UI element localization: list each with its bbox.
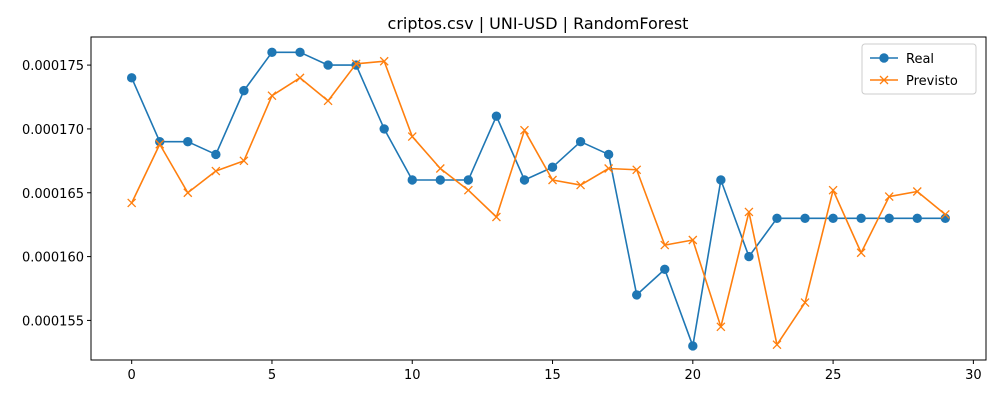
x-tick-label: 20 <box>685 368 702 383</box>
data-point-previsto <box>463 185 473 195</box>
data-point-previsto <box>183 188 193 198</box>
data-point-previsto <box>323 96 333 106</box>
data-point-previsto <box>211 166 221 176</box>
data-point-real <box>323 60 333 70</box>
data-point-real <box>435 175 446 185</box>
data-point-real <box>856 213 866 223</box>
data-point-previsto <box>435 164 445 173</box>
data-point-previsto <box>548 175 557 185</box>
data-point-real <box>267 47 277 58</box>
x-tick-label: 10 <box>404 368 421 383</box>
data-point-real <box>379 124 389 134</box>
data-point-previsto <box>884 192 894 202</box>
data-point-previsto <box>716 322 726 332</box>
x-tick-label: 5 <box>268 368 276 383</box>
legend-marker-real <box>879 53 889 63</box>
y-tick-label: 0.000160 <box>22 251 84 266</box>
data-point-real <box>126 73 137 83</box>
data-point-previsto <box>940 209 950 219</box>
data-point-real <box>744 251 754 262</box>
chart-title: criptos.csv | UNI-USD | RandomForest <box>388 14 689 33</box>
x-tick-label: 25 <box>825 368 842 383</box>
y-tick-label: 0.000170 <box>22 123 84 138</box>
data-point-previsto <box>660 240 670 250</box>
y-tick-label: 0.000165 <box>22 187 84 202</box>
data-point-previsto <box>295 73 305 83</box>
data-point-real <box>884 213 894 223</box>
data-point-previsto <box>491 212 501 222</box>
data-point-previsto <box>379 56 389 66</box>
data-point-real <box>688 341 698 351</box>
legend-box <box>861 43 977 95</box>
data-point-previsto <box>127 198 137 208</box>
data-point-real <box>463 175 474 185</box>
data-point-real <box>828 213 838 223</box>
data-point-real <box>547 162 558 172</box>
data-point-real <box>239 85 249 96</box>
data-point-real <box>912 213 922 223</box>
legend-label-real: Real <box>906 52 934 67</box>
data-point-previsto <box>744 207 754 217</box>
legend-marker-previsto <box>879 75 889 85</box>
data-point-real <box>183 136 193 147</box>
data-point-previsto <box>800 298 810 308</box>
series-line-previsto <box>130 60 946 346</box>
data-point-real <box>660 264 670 275</box>
data-point-previsto <box>155 139 165 149</box>
data-point-real <box>295 47 305 58</box>
data-point-real <box>772 213 782 223</box>
legend-label-previsto: Previsto <box>906 74 958 89</box>
data-point-previsto <box>632 165 642 175</box>
data-point-previsto <box>576 180 586 190</box>
y-tick-label: 0.000155 <box>22 314 84 329</box>
data-point-previsto <box>604 164 614 173</box>
data-point-real <box>491 111 502 121</box>
data-point-real <box>631 290 642 300</box>
data-point-previsto <box>912 187 922 196</box>
data-point-real <box>519 175 530 185</box>
data-point-real <box>603 149 614 160</box>
x-tick-label: 30 <box>965 368 982 383</box>
data-point-previsto <box>856 248 866 258</box>
plot-frame <box>90 36 987 361</box>
data-point-real <box>407 175 417 185</box>
data-point-real <box>716 175 726 185</box>
data-point-previsto <box>772 340 782 350</box>
x-tick-label: 0 <box>128 368 136 383</box>
data-point-real <box>575 136 586 147</box>
data-point-previsto <box>688 235 698 245</box>
plot-area: 0 5 10 15 20 25 30 0.000155 0.000160 0.000165 0.00… <box>22 36 987 383</box>
data-point-real <box>800 213 810 223</box>
series-line-real <box>130 51 946 347</box>
data-point-real <box>211 149 221 160</box>
x-tick-label: 15 <box>544 368 561 383</box>
data-point-previsto <box>828 185 838 195</box>
data-point-previsto <box>351 59 361 69</box>
data-point-previsto <box>407 132 417 142</box>
data-point-previsto <box>520 125 529 135</box>
data-point-previsto <box>267 91 277 101</box>
data-point-previsto <box>239 156 249 166</box>
legend: Real Previsto <box>861 43 977 95</box>
y-tick-label: 0.000175 <box>22 59 84 74</box>
